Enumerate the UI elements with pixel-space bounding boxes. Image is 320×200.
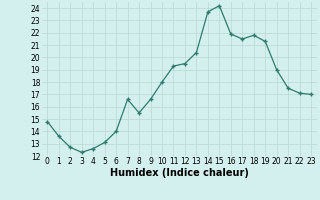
X-axis label: Humidex (Indice chaleur): Humidex (Indice chaleur) — [110, 168, 249, 178]
